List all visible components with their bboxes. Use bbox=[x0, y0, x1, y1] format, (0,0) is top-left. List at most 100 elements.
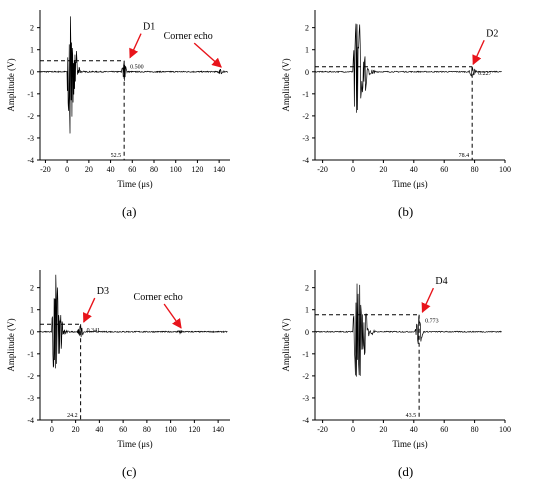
y-tick-label: -4 bbox=[302, 416, 309, 425]
y-tick-label: -1 bbox=[27, 350, 34, 359]
y-tick-label: 0 bbox=[30, 328, 34, 337]
y-tick-label: 2 bbox=[305, 284, 309, 293]
x-tick-label: 100 bbox=[499, 165, 511, 174]
x-tick-label: -20 bbox=[317, 425, 328, 434]
y-tick-label: 1 bbox=[30, 46, 34, 55]
y-tick-label: 1 bbox=[30, 306, 34, 315]
x-tick-label: 80 bbox=[471, 165, 479, 174]
marker-y-value: 0.773 bbox=[425, 319, 439, 325]
x-tick-label: 100 bbox=[165, 425, 177, 434]
marker-x-value: 52.5 bbox=[111, 153, 122, 159]
x-tick-label: 20 bbox=[85, 165, 93, 174]
y-tick-label: -3 bbox=[27, 394, 34, 403]
x-tick-label: 60 bbox=[119, 425, 127, 434]
panel-label-c: (c) bbox=[122, 464, 137, 479]
y-tick-label: 0 bbox=[30, 68, 34, 77]
annotation-arrow bbox=[472, 39, 485, 66]
x-tick-label: 80 bbox=[143, 425, 151, 434]
panel-label-b: (b) bbox=[398, 204, 414, 219]
chart-panel-0: -20 0 20 40 60 80 100 120 140 -4 -3 -2 -1 0 1 2 Time (μs… bbox=[6, 10, 230, 189]
y-tick-label: 2 bbox=[30, 284, 34, 293]
x-tick-label: 20 bbox=[72, 425, 80, 434]
x-tick-label: 60 bbox=[440, 165, 448, 174]
x-axis-label: Time (μs) bbox=[117, 179, 152, 189]
annotation-label: Corner echo bbox=[164, 31, 213, 42]
x-tick-label: 120 bbox=[188, 425, 200, 434]
y-tick-label: 2 bbox=[30, 24, 34, 33]
y-tick-label: -2 bbox=[302, 372, 309, 381]
annotation-arrow bbox=[129, 33, 142, 59]
x-tick-label: 40 bbox=[107, 165, 115, 174]
x-tick-label: 0 bbox=[351, 425, 355, 434]
y-tick-label: 1 bbox=[305, 46, 309, 55]
signal-trace bbox=[39, 16, 228, 134]
x-tick-label: 60 bbox=[440, 425, 448, 434]
marker-y-value: 0.227 bbox=[478, 71, 492, 77]
x-tick-label: 100 bbox=[499, 425, 511, 434]
x-tick-label: 140 bbox=[212, 425, 224, 434]
y-axis-label: Amplitude (V) bbox=[281, 58, 291, 111]
marker-x-value: 78.4 bbox=[459, 153, 470, 159]
annotation-arrow bbox=[82, 297, 96, 323]
marker-y-value: 0.500 bbox=[130, 65, 144, 71]
marker-y-value: 0.341 bbox=[87, 328, 101, 334]
x-tick-label: 120 bbox=[191, 165, 203, 174]
y-tick-label: -4 bbox=[27, 156, 34, 165]
signal-trace bbox=[314, 283, 502, 377]
chart-panel-2: 0 20 40 60 80 100 120 140 -4 -3 -2 -1 0 1 2 Time (μs) Am… bbox=[6, 270, 230, 449]
y-tick-label: -2 bbox=[27, 372, 34, 381]
panel-label-d: (d) bbox=[398, 464, 414, 479]
y-tick-label: 0 bbox=[305, 328, 309, 337]
y-axis-label: Amplitude (V) bbox=[6, 318, 16, 371]
y-tick-label: -3 bbox=[302, 134, 309, 143]
annotation-label: Corner echo bbox=[134, 292, 183, 303]
annotation-label: D2 bbox=[486, 28, 498, 39]
y-axis-label: Amplitude (V) bbox=[281, 318, 291, 371]
annotation-arrow bbox=[421, 287, 435, 314]
x-tick-label: -20 bbox=[317, 165, 328, 174]
annotation-arrow bbox=[163, 303, 182, 329]
y-tick-label: -4 bbox=[27, 416, 34, 425]
y-tick-label: -2 bbox=[27, 112, 34, 121]
y-tick-label: 0 bbox=[305, 68, 309, 77]
x-tick-label: -20 bbox=[40, 165, 51, 174]
annotation-label: D4 bbox=[435, 276, 447, 287]
signal-trace bbox=[314, 23, 502, 113]
x-tick-label: 60 bbox=[128, 165, 136, 174]
x-tick-label: 0 bbox=[65, 165, 69, 174]
x-tick-label: 80 bbox=[471, 425, 479, 434]
annotation-label: D1 bbox=[143, 22, 155, 33]
y-tick-label: -1 bbox=[27, 90, 34, 99]
x-tick-label: 100 bbox=[170, 165, 182, 174]
signal-trace bbox=[39, 274, 228, 369]
x-tick-label: 40 bbox=[410, 425, 418, 434]
marker-x-value: 24.2 bbox=[67, 413, 78, 419]
x-tick-label: 0 bbox=[351, 165, 355, 174]
x-tick-label: 0 bbox=[50, 425, 54, 434]
y-tick-label: -2 bbox=[302, 112, 309, 121]
annotation-arrow bbox=[193, 42, 222, 68]
x-tick-label: 20 bbox=[379, 165, 387, 174]
panel-label-a: (a) bbox=[122, 204, 137, 219]
x-axis-label: Time (μs) bbox=[117, 439, 152, 449]
y-tick-label: -1 bbox=[302, 90, 309, 99]
y-tick-label: 2 bbox=[305, 24, 309, 33]
y-tick-label: -3 bbox=[27, 134, 34, 143]
x-tick-label: 80 bbox=[150, 165, 158, 174]
x-tick-label: 20 bbox=[379, 425, 387, 434]
x-tick-label: 40 bbox=[95, 425, 103, 434]
x-axis-label: Time (μs) bbox=[392, 439, 427, 449]
chart-panel-1: -20 0 20 40 60 80 100 -4 -3 -2 -1 0 1 2 Time (μs) Ampli… bbox=[281, 10, 511, 189]
x-axis-label: Time (μs) bbox=[392, 179, 427, 189]
marker-x-value: 43.5 bbox=[406, 413, 417, 419]
y-tick-label: -4 bbox=[302, 156, 309, 165]
y-tick-label: -3 bbox=[302, 394, 309, 403]
y-tick-label: 1 bbox=[305, 306, 309, 315]
annotation-label: D3 bbox=[97, 286, 109, 297]
x-tick-label: 40 bbox=[410, 165, 418, 174]
y-axis-label: Amplitude (V) bbox=[6, 58, 16, 111]
y-tick-label: -1 bbox=[302, 350, 309, 359]
x-tick-label: 140 bbox=[213, 165, 225, 174]
chart-panel-3: -20 0 20 40 60 80 100 -4 -3 -2 -1 0 1 2 Time (μs) Ampli… bbox=[281, 270, 511, 449]
